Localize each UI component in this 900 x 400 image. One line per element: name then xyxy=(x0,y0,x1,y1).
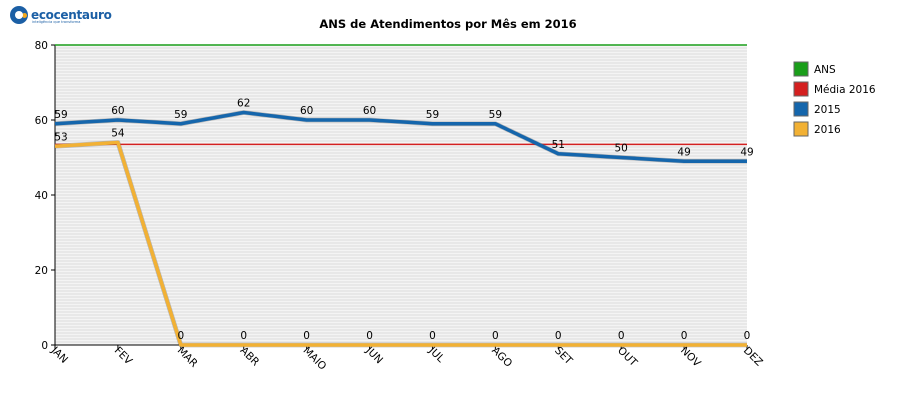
ecocentauro-logo: ecocentauro inteligência que transforma xyxy=(10,4,112,26)
data-label: 59 xyxy=(174,109,187,121)
data-label: 54 xyxy=(111,128,125,140)
data-label: 59 xyxy=(54,109,67,121)
data-label: 0 xyxy=(429,330,436,342)
x-tick-label: MAIO xyxy=(301,345,329,373)
legend-swatch xyxy=(793,81,809,97)
data-label: 51 xyxy=(552,139,565,151)
legend-entry: 2016 xyxy=(814,124,841,136)
data-label: 0 xyxy=(744,330,751,342)
data-label: 0 xyxy=(366,330,373,342)
y-tick-label: 80 xyxy=(35,40,48,52)
logo-tagline: inteligência que transforma xyxy=(32,20,81,24)
data-label: 0 xyxy=(240,330,247,342)
series-lines xyxy=(54,44,747,348)
x-tick-label: JAN xyxy=(48,344,70,366)
data-label: 59 xyxy=(426,109,439,121)
x-tick-label: OUT xyxy=(615,345,640,370)
legend: ANS Média 2016 2015 2016 xyxy=(793,61,876,137)
data-label: 59 xyxy=(489,109,502,121)
data-label: 0 xyxy=(303,330,310,342)
data-label: 50 xyxy=(614,143,627,155)
logo-wordmark: ecocentauro xyxy=(31,8,112,22)
y-axis-ticks: 0 20 40 60 80 xyxy=(35,40,55,352)
y-tick-label: 0 xyxy=(41,340,48,352)
y-tick-label: 40 xyxy=(35,190,48,202)
data-label: 0 xyxy=(555,330,562,342)
y-tick-label: 60 xyxy=(35,115,48,127)
legend-swatch xyxy=(793,101,809,117)
data-label: 53 xyxy=(54,131,67,143)
x-tick-label: ABR xyxy=(238,345,262,369)
x-tick-label: FEV xyxy=(112,345,135,368)
data-label: 0 xyxy=(618,330,625,342)
x-tick-label: MAR xyxy=(175,345,200,370)
legend-entry: Média 2016 xyxy=(814,84,876,96)
legend-swatch xyxy=(793,121,809,137)
x-tick-label: AGO xyxy=(489,345,514,370)
x-tick-label: DEZ xyxy=(741,345,765,369)
logo-mark-icon xyxy=(10,6,28,24)
x-tick-label: SET xyxy=(552,345,575,368)
data-label: 60 xyxy=(300,105,313,117)
data-label: 0 xyxy=(681,330,688,342)
x-tick-label: NOV xyxy=(678,345,703,370)
legend-swatch xyxy=(793,61,809,77)
data-label: 60 xyxy=(363,105,376,117)
data-label: 60 xyxy=(111,105,124,117)
legend-entry: 2015 xyxy=(814,104,841,116)
chart-title: ANS de Atendimentos por Mês em 2016 xyxy=(319,17,576,31)
data-label: 62 xyxy=(237,98,250,110)
grid-lines xyxy=(55,47,747,343)
data-label: 49 xyxy=(677,146,690,158)
data-labels: 59 60 59 62 60 60 59 59 51 50 49 49 53 54 0 0 0 0 0 0 0 0 0 0 xyxy=(54,98,753,343)
data-label: 0 xyxy=(492,330,499,342)
data-label: 49 xyxy=(740,146,753,158)
legend-entry: ANS xyxy=(814,64,836,76)
data-label: 0 xyxy=(177,330,184,342)
y-tick-label: 20 xyxy=(35,265,48,277)
x-axis-ticks: JAN FEV MAR ABR MAIO JUN JUL AGO SET OUT NOV DEZ xyxy=(48,344,765,373)
series-line-2015 xyxy=(54,110,747,163)
series-line-2016 xyxy=(54,140,747,347)
